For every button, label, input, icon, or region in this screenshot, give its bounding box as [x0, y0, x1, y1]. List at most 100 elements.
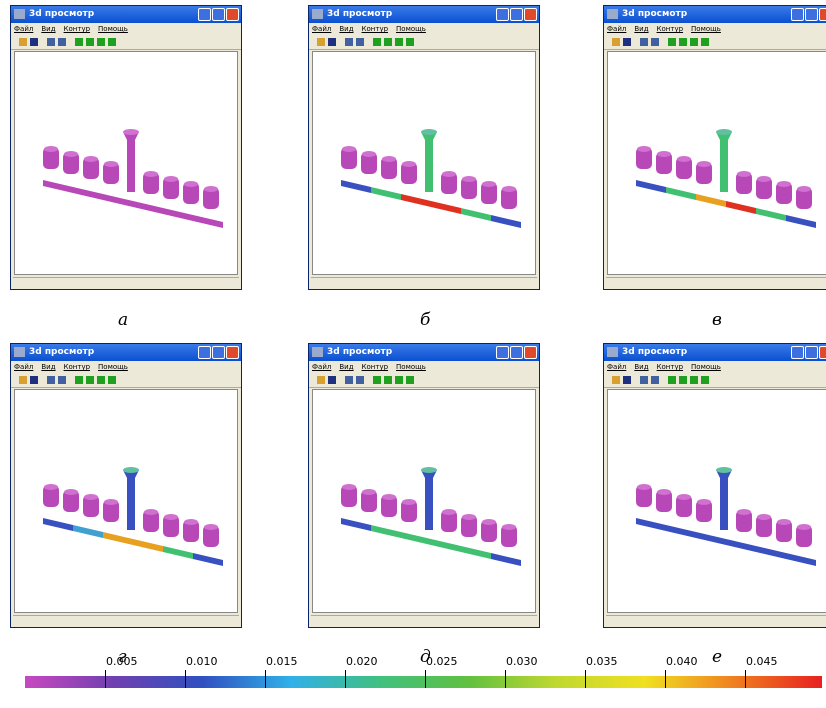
- toolbar-button[interactable]: [75, 376, 83, 384]
- menu-item[interactable]: Помощь: [98, 363, 128, 371]
- toolbar-button[interactable]: [373, 38, 381, 46]
- menu-item[interactable]: Файл: [607, 363, 626, 371]
- menu-bar: Файл Вид Контур Помощь: [309, 23, 539, 35]
- toolbar-button[interactable]: [668, 38, 676, 46]
- toolbar-button[interactable]: [86, 38, 94, 46]
- window-button[interactable]: [819, 8, 826, 21]
- menu-item[interactable]: Файл: [312, 363, 331, 371]
- toolbar-button[interactable]: [30, 38, 38, 46]
- toolbar-button[interactable]: [651, 38, 659, 46]
- toolbar-button[interactable]: [384, 38, 392, 46]
- menu-item[interactable]: Помощь: [98, 25, 128, 33]
- menu-item[interactable]: Контур: [362, 363, 389, 371]
- window-button[interactable]: [791, 8, 804, 21]
- toolbar-button[interactable]: [97, 376, 105, 384]
- window-button[interactable]: [819, 346, 826, 359]
- toolbar-button[interactable]: [19, 38, 27, 46]
- toolbar-button[interactable]: [58, 38, 66, 46]
- model-part: [342, 146, 356, 152]
- toolbar-button[interactable]: [623, 38, 631, 46]
- toolbar-button[interactable]: [97, 38, 105, 46]
- window-icon: [607, 9, 618, 19]
- toolbar-button[interactable]: [701, 38, 709, 46]
- window-button[interactable]: [805, 346, 818, 359]
- menu-item[interactable]: Файл: [312, 25, 331, 33]
- window-button[interactable]: [524, 8, 537, 21]
- toolbar-button[interactable]: [612, 38, 620, 46]
- toolbar-button[interactable]: [108, 376, 116, 384]
- toolbar-button[interactable]: [384, 376, 392, 384]
- model-part: [462, 514, 476, 520]
- menu-item[interactable]: Вид: [634, 363, 648, 371]
- toolbar-button[interactable]: [108, 38, 116, 46]
- toolbar-button[interactable]: [373, 376, 381, 384]
- menu-item[interactable]: Контур: [64, 363, 91, 371]
- toolbar-button[interactable]: [690, 38, 698, 46]
- toolbar-button[interactable]: [612, 376, 620, 384]
- menu-item[interactable]: Вид: [41, 363, 55, 371]
- menu-item[interactable]: Файл: [14, 25, 33, 33]
- menu-item[interactable]: Вид: [339, 25, 353, 33]
- model-part: [44, 146, 58, 152]
- toolbar-button[interactable]: [75, 38, 83, 46]
- model-part: [103, 532, 133, 545]
- toolbar-button[interactable]: [406, 376, 414, 384]
- toolbar-button[interactable]: [317, 38, 325, 46]
- menu-item[interactable]: Контур: [657, 25, 684, 33]
- colorbar-label: 0.010: [186, 655, 218, 668]
- toolbar-button[interactable]: [679, 38, 687, 46]
- toolbar-button[interactable]: [406, 38, 414, 46]
- toolbar-button[interactable]: [328, 376, 336, 384]
- toolbar-button[interactable]: [701, 376, 709, 384]
- toolbar-button[interactable]: [640, 38, 648, 46]
- menu-item[interactable]: Файл: [607, 25, 626, 33]
- toolbar-button[interactable]: [317, 376, 325, 384]
- toolbar-button[interactable]: [47, 38, 55, 46]
- menu-item[interactable]: Вид: [41, 25, 55, 33]
- window-button[interactable]: [510, 8, 523, 21]
- toolbar-button[interactable]: [86, 376, 94, 384]
- window-button[interactable]: [226, 8, 239, 21]
- toolbar-button[interactable]: [356, 38, 364, 46]
- toolbar-button[interactable]: [345, 376, 353, 384]
- window-button[interactable]: [805, 8, 818, 21]
- window-button[interactable]: [510, 346, 523, 359]
- window-button[interactable]: [212, 8, 225, 21]
- toolbar-button[interactable]: [690, 376, 698, 384]
- menu-item[interactable]: Контур: [362, 25, 389, 33]
- window-button[interactable]: [198, 8, 211, 21]
- menu-item[interactable]: Помощь: [396, 363, 426, 371]
- menu-item[interactable]: Вид: [339, 363, 353, 371]
- window-button[interactable]: [496, 346, 509, 359]
- toolbar-button[interactable]: [640, 376, 648, 384]
- window-button[interactable]: [496, 8, 509, 21]
- toolbar-button[interactable]: [356, 376, 364, 384]
- menu-item[interactable]: Контур: [657, 363, 684, 371]
- window-button[interactable]: [198, 346, 211, 359]
- menu-item[interactable]: Помощь: [396, 25, 426, 33]
- toolbar-button[interactable]: [623, 376, 631, 384]
- menu-item[interactable]: Файл: [14, 363, 33, 371]
- window-button[interactable]: [524, 346, 537, 359]
- toolbar-button[interactable]: [19, 376, 27, 384]
- toolbar-button[interactable]: [668, 376, 676, 384]
- toolbar-button[interactable]: [328, 38, 336, 46]
- menu-item[interactable]: Вид: [634, 25, 648, 33]
- toolbar-button[interactable]: [651, 376, 659, 384]
- toolbar-button[interactable]: [47, 376, 55, 384]
- window-button[interactable]: [212, 346, 225, 359]
- window-button[interactable]: [226, 346, 239, 359]
- toolbar: [604, 35, 826, 50]
- toolbar-button[interactable]: [679, 376, 687, 384]
- toolbar-button[interactable]: [58, 376, 66, 384]
- menu-item[interactable]: Помощь: [691, 25, 721, 33]
- toolbar-button[interactable]: [395, 38, 403, 46]
- window-button[interactable]: [791, 346, 804, 359]
- toolbar-button[interactable]: [395, 376, 403, 384]
- menu-item[interactable]: Помощь: [691, 363, 721, 371]
- toolbar-button[interactable]: [30, 376, 38, 384]
- menu-item[interactable]: Контур: [64, 25, 91, 33]
- viewport: [312, 51, 536, 275]
- toolbar-button[interactable]: [345, 38, 353, 46]
- title-bar: 3d просмотр: [604, 6, 826, 23]
